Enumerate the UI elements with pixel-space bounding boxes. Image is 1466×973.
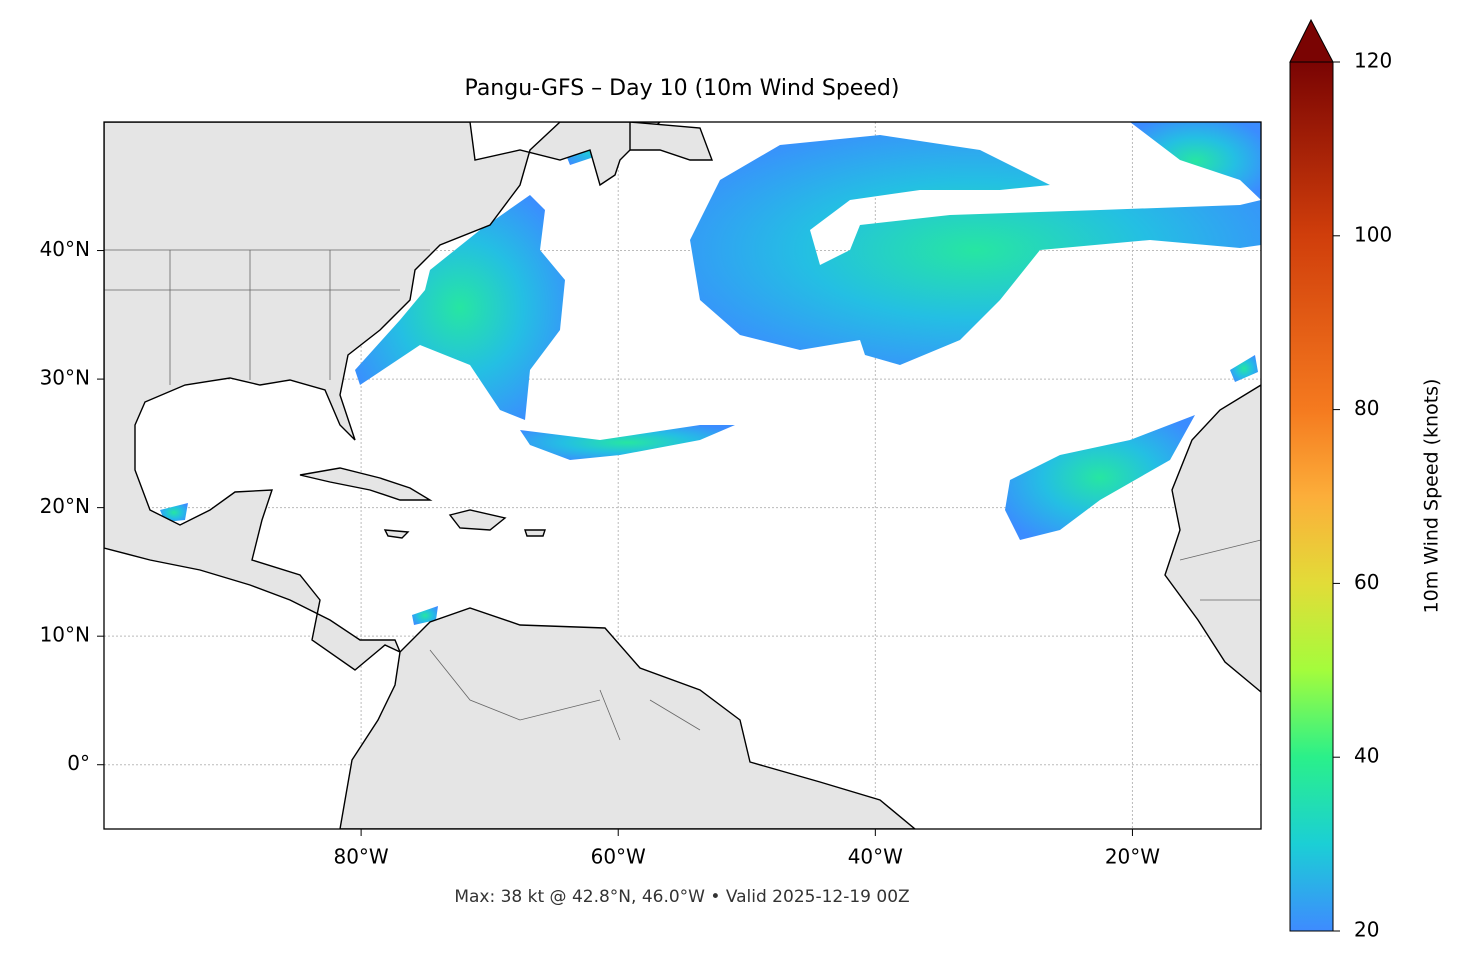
colorbar-tick-label: 100	[1354, 222, 1392, 246]
y-tick-label: 0°	[67, 751, 90, 775]
land	[104, 122, 1261, 829]
x-tick-label: 80°W	[333, 845, 388, 869]
colorbar-tick-label: 20	[1354, 918, 1379, 942]
map-area	[104, 122, 1261, 829]
colorbar-tick-label: 120	[1354, 49, 1392, 73]
y-tick-label: 40°N	[40, 237, 90, 261]
borders	[104, 249, 1261, 741]
title: Pangu-GFS – Day 10 (10m Wind Speed)	[465, 76, 900, 101]
colorbar-tick-label: 40	[1354, 744, 1379, 768]
x-tick-label: 60°W	[591, 845, 646, 869]
colorbar-frame	[1289, 61, 1334, 932]
x-tick-label: 40°W	[848, 845, 903, 869]
map-frame	[103, 121, 1262, 830]
colorbar-tick-label: 60	[1354, 570, 1379, 594]
x-tick-label: 20°W	[1105, 845, 1160, 869]
colorbar-tick-label: 80	[1354, 396, 1379, 420]
y-tick-label: 30°N	[40, 366, 90, 390]
footer: Max: 38 kt @ 42.8°N, 46.0°W • Valid 2025…	[454, 887, 909, 907]
colorbar	[1290, 62, 1333, 931]
colorbar-extend	[1289, 18, 1334, 63]
y-tick-label: 20°N	[40, 494, 90, 518]
y-tick-label: 10°N	[40, 623, 90, 647]
colorbar-label: 10m Wind Speed (knots)	[1421, 379, 1443, 614]
